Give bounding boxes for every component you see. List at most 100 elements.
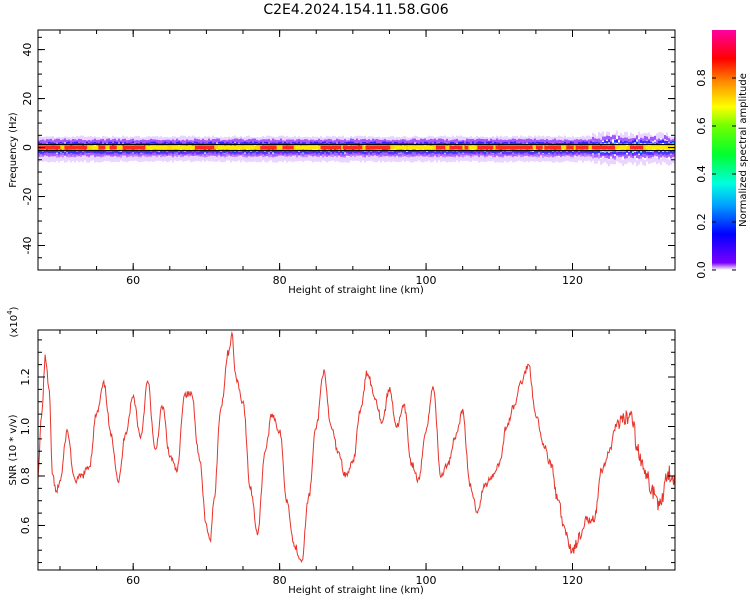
spectrogram-cell [348,152,350,157]
spectrogram-cell [174,136,176,143]
spectrogram-cell [162,139,164,144]
spectrogram-cell [142,151,144,156]
spectrogram-cell [342,153,344,158]
spectrogram-cell [564,139,566,144]
spectrogram-cell [648,150,650,153]
spectrogram-cell [396,151,398,156]
colorbar-label: Normalized spectral amplitude [738,73,749,227]
spectrogram-cell [154,151,156,156]
spectrogram-cell [192,152,194,157]
spectrogram-cell [422,152,424,157]
spectrogram-cell [466,154,468,161]
spectrogram-cell [338,136,340,143]
spectrogram-cell [458,142,460,146]
spectrogram-cell [658,140,660,144]
spectrogram-cell [156,135,158,142]
spectrogram-cell [350,141,352,145]
spectrogram-cell [640,155,642,162]
spectrogram-cell [532,155,534,162]
spectrogram-cell [194,151,196,156]
spectrogram-xlabel: Height of straight line (km) [288,285,424,296]
spectrogram-cell [530,152,532,157]
snr-frame [37,329,676,571]
spectrogram-cell [370,136,372,143]
spectrogram-cell [402,139,404,144]
spectrogram-cell [250,139,252,144]
spectrogram-cell [284,136,286,143]
spectrogram-cell [568,140,570,145]
spectrogram-cell [320,156,322,163]
spectrogram-cell [116,141,118,145]
spectrogram-cell [506,140,508,145]
spectrogram-cell [444,155,446,162]
spectrogram-cell [212,151,214,156]
spectrogram-cell [372,142,374,146]
spectrogram-cell [556,140,558,145]
spectrogram-cell [256,152,258,157]
spectrogram-cell [348,156,350,163]
spectrogram-cell [404,152,406,157]
spectrogram-cell [398,153,400,158]
spectrogram-cell [158,140,160,145]
spectrogram-cell [670,154,672,159]
spectrogram-cell [646,141,648,145]
spectrogram-cell [282,156,284,163]
spectrogram-cell [558,151,560,156]
spectrogram-cell [332,150,334,154]
spectrogram-cell [442,142,444,146]
spectrogram-cell [196,155,198,162]
spectrogram-cell [202,142,204,146]
spectrogram-cell [326,156,328,163]
spectrogram-cell [230,139,232,144]
spectrogram-cell [272,156,274,163]
spectrogram-cell [200,140,202,145]
spectrogram-cell [64,156,66,163]
spectrogram-cell [458,153,460,158]
spectrogram-cell [108,141,110,145]
spectrogram-cell [380,144,382,147]
spectrogram-cell [240,156,242,163]
spectrogram-cell [652,156,654,163]
spectrogram-cell [152,151,154,156]
spectrogram-cell [618,150,620,153]
spectrogram-cell [412,156,414,163]
spectrogram-cell [506,142,508,146]
spectrogram-cell [584,154,586,161]
spectrogram-cell [486,149,488,153]
spectrogram-cell [72,155,74,162]
spectrogram-cell [118,153,120,158]
spectrogram-cell [120,141,122,145]
spectrogram-cell [120,148,122,151]
spectrogram-cell [504,148,506,151]
spectrogram-cell [116,155,118,162]
spectrogram-cell [286,135,288,142]
spectrogram-cell [640,140,642,144]
spectrogram-cell [644,153,646,158]
spectrogram-cell [194,138,196,143]
spectrogram-cell [654,142,656,145]
spectrogram-cell [528,152,530,157]
spectrogram-cell [70,149,72,153]
spectrogram-cell [490,155,492,162]
spectrogram-cell [644,150,646,154]
spectrogram-cell [138,153,140,158]
spectrogram-cell [440,138,442,143]
spectrogram-cell [578,139,580,144]
spectrogram-cell [466,151,468,156]
spectrogram-cell [150,138,152,143]
spectrogram-cell [460,152,462,157]
spectrogram-cell [488,155,490,162]
spectrogram-cell [522,155,524,162]
spectrogram-cell [372,150,374,154]
spectrogram-cell [506,150,508,153]
spectrogram-cell [444,149,446,153]
spectrogram-cell [576,149,578,153]
spectrogram-cell [538,135,540,142]
spectrogram-cell [154,149,156,153]
spectrogram-cell [590,151,592,155]
spectrogram-cell [282,135,284,142]
spectrogram-cell [328,155,330,162]
spectrogram-cell [310,139,312,144]
spectrogram-cell [234,155,236,162]
spectrogram-cell [116,150,118,154]
